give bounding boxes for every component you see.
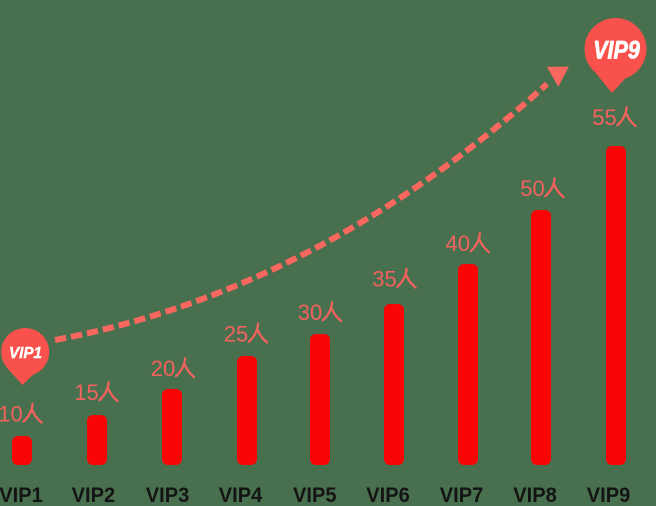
svg-text:VIP6: VIP6 [366,483,410,506]
svg-text:VIP4: VIP4 [219,483,263,506]
svg-text:30: 30 [298,300,322,325]
svg-text:35: 35 [372,267,396,292]
svg-text:15: 15 [74,380,98,405]
svg-text:VIP7: VIP7 [440,483,484,506]
svg-text:VIP5: VIP5 [293,483,337,506]
svg-text:VIP1: VIP1 [9,345,42,362]
svg-text:VIP9: VIP9 [587,483,631,506]
svg-text:VIP9: VIP9 [593,37,640,65]
svg-text:40: 40 [446,231,470,256]
svg-text:VIP1: VIP1 [0,483,43,506]
svg-text:50: 50 [520,176,544,201]
svg-text:25: 25 [224,322,248,347]
svg-text:10: 10 [0,402,23,427]
svg-text:VIP8: VIP8 [513,483,557,506]
svg-text:55: 55 [592,105,616,130]
svg-text:20: 20 [151,356,175,381]
svg-text:VIP3: VIP3 [146,483,190,506]
svg-text:VIP2: VIP2 [72,483,116,506]
